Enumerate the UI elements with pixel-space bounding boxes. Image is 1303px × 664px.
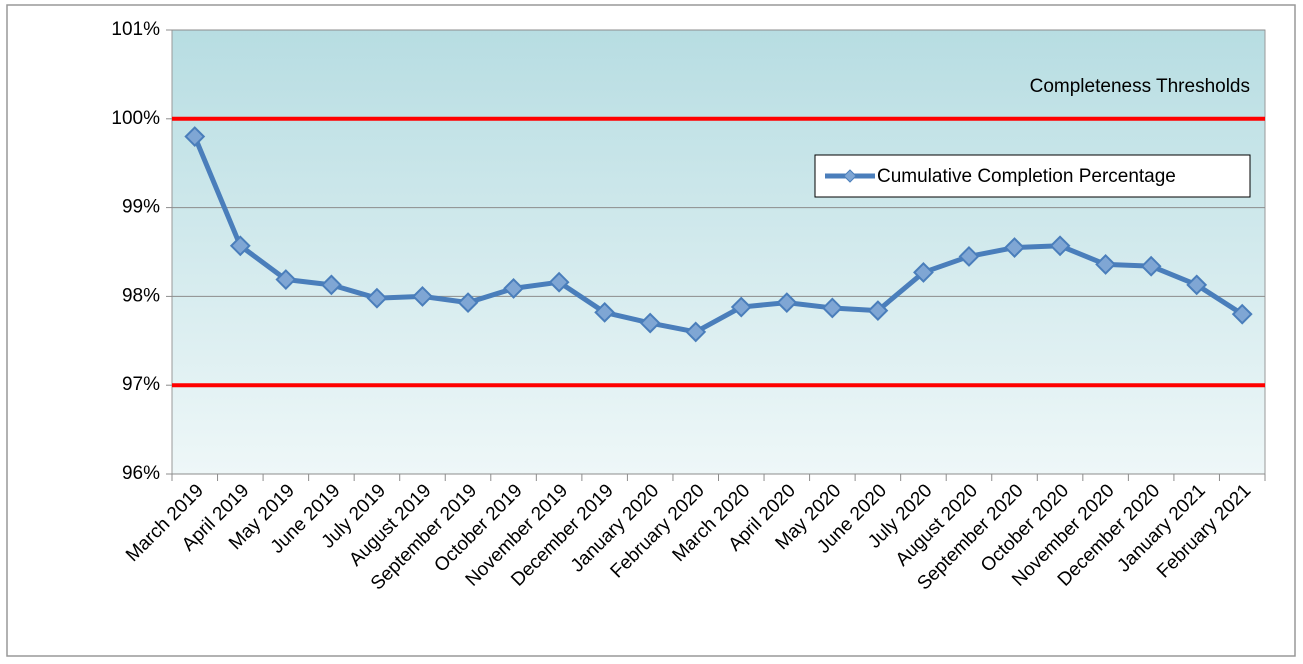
data-point — [730, 296, 752, 318]
data-point — [867, 300, 889, 322]
data-point — [913, 262, 934, 283]
y-tick-label: 99% — [122, 197, 160, 218]
annotation: Completeness Thresholds — [1030, 76, 1250, 97]
data-point — [594, 301, 616, 323]
data-point — [548, 271, 570, 293]
legend-label: Cumulative Completion Percentage — [877, 166, 1176, 187]
data-point — [503, 277, 524, 299]
data-point — [1186, 274, 1208, 296]
data-point — [1231, 303, 1253, 325]
data-point — [1095, 254, 1117, 275]
data-point — [821, 297, 843, 319]
data-point — [457, 292, 479, 314]
legend-box — [814, 154, 1251, 198]
data-point — [412, 285, 433, 307]
plot-area — [171, 29, 1266, 475]
data-point — [229, 235, 251, 257]
data-point — [958, 246, 980, 267]
data-point — [275, 269, 297, 290]
data-point — [776, 292, 798, 314]
data-point — [1004, 237, 1025, 258]
y-tick-label: 96% — [122, 463, 160, 484]
data-point — [1140, 255, 1162, 277]
data-point — [366, 287, 388, 309]
data-point — [1049, 235, 1071, 257]
data-point — [639, 312, 661, 334]
y-tick-label: 101% — [111, 19, 160, 40]
y-tick-label: 98% — [122, 285, 160, 306]
y-tick-label: 97% — [122, 374, 160, 395]
data-point — [184, 126, 206, 147]
data-point — [320, 274, 342, 296]
y-tick-label: 100% — [111, 108, 160, 129]
data-point — [685, 321, 707, 343]
legend-marker — [843, 169, 857, 183]
